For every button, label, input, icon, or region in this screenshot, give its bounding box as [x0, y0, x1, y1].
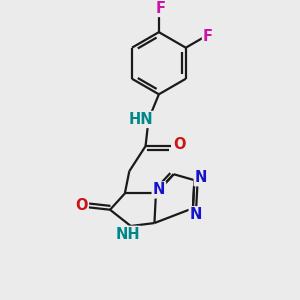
Text: NH: NH: [116, 227, 140, 242]
Text: F: F: [155, 1, 165, 16]
Text: HN: HN: [129, 112, 153, 127]
Text: N: N: [153, 182, 165, 197]
Text: O: O: [75, 198, 88, 213]
Text: N: N: [195, 170, 207, 185]
Text: N: N: [190, 207, 202, 222]
Text: F: F: [203, 29, 213, 44]
Text: O: O: [173, 137, 185, 152]
